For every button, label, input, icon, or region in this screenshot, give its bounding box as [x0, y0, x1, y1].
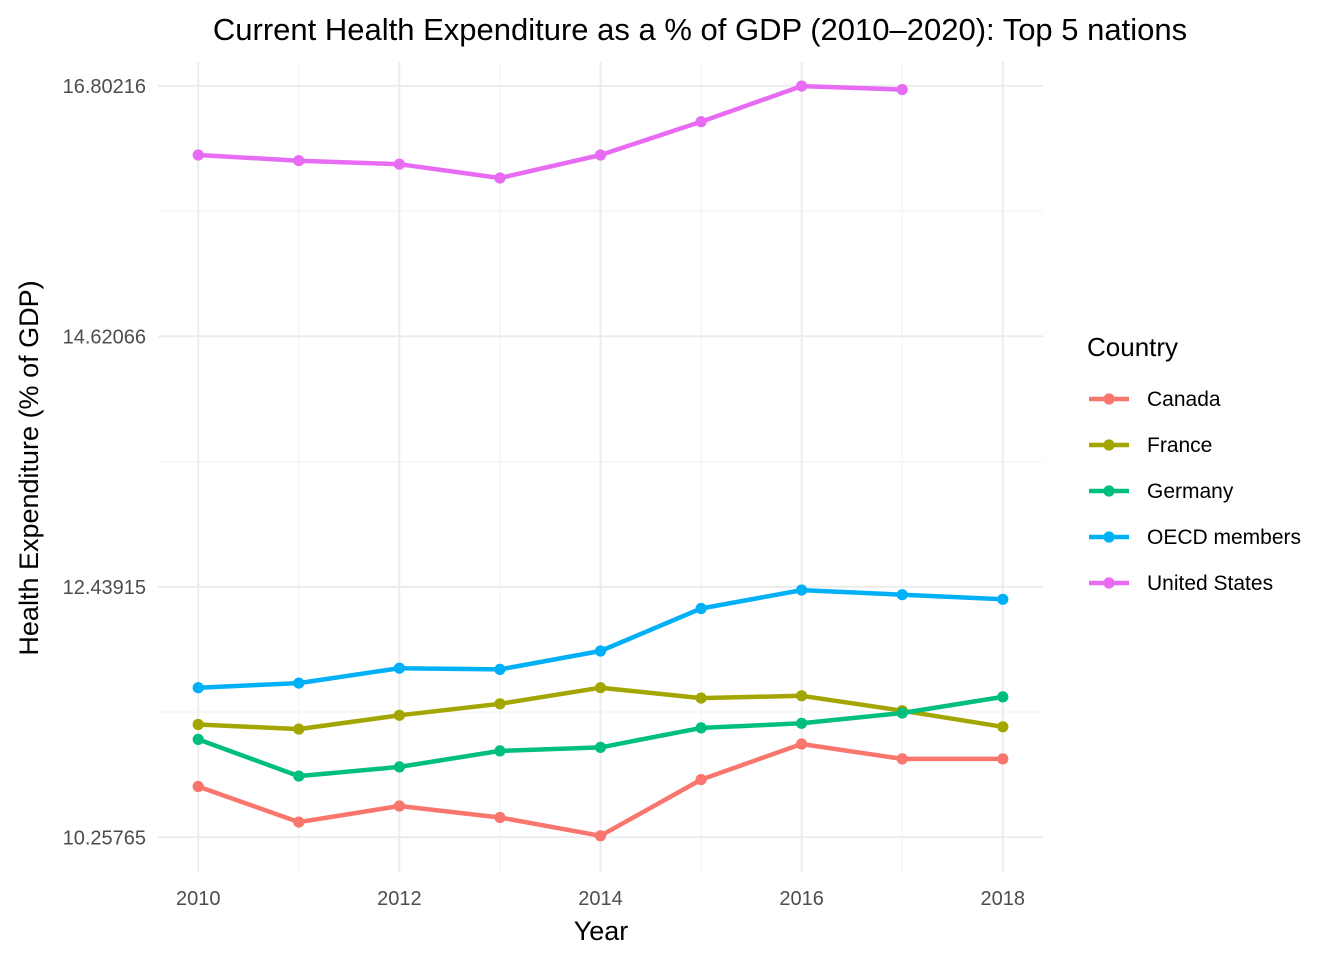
data-point-france [393, 709, 405, 721]
data-point-oecd-members [896, 589, 908, 601]
series-points [192, 80, 1009, 842]
data-point-germany [192, 733, 204, 746]
data-point-oecd-members [494, 663, 506, 676]
data-point-oecd-members [393, 662, 405, 674]
legend-label-canada: Canada [1147, 388, 1221, 411]
y-axis-tick-labels: 10.25765 12.43915 14.62066 16.80216 [63, 76, 146, 849]
data-point-united-states [796, 80, 808, 92]
data-point-united-states [393, 158, 405, 170]
data-point-germany [997, 691, 1009, 703]
data-point-canada [293, 816, 305, 828]
x-tick-label: 2014 [578, 888, 623, 910]
legend-key-point-france [1103, 439, 1115, 451]
data-point-germany [594, 741, 607, 754]
y-tick-label: 16.80216 [63, 76, 146, 98]
data-point-germany [494, 745, 506, 757]
data-point-germany [796, 717, 808, 729]
data-point-canada [896, 753, 908, 765]
legend-key-point-oecd-members [1103, 531, 1115, 543]
data-point-france [796, 690, 808, 702]
data-point-france [997, 721, 1009, 733]
x-tick-label: 2016 [779, 888, 824, 910]
data-point-france [594, 682, 607, 694]
data-point-canada [997, 753, 1009, 765]
chart-title: Current Health Expenditure as a % of GDP… [213, 12, 1187, 47]
data-point-oecd-members [695, 602, 707, 615]
data-point-united-states [192, 149, 204, 161]
data-point-canada [695, 774, 707, 786]
data-point-france [192, 718, 204, 731]
data-point-united-states [293, 155, 305, 167]
data-point-united-states [695, 116, 707, 128]
y-axis-title: Health Expenditure (% of GDP) [14, 280, 44, 655]
data-point-germany [695, 722, 707, 734]
legend-key-point-canada [1103, 393, 1115, 405]
data-point-oecd-members [293, 677, 305, 689]
data-point-germany [896, 707, 908, 719]
data-point-germany [393, 761, 405, 773]
data-point-united-states [494, 172, 506, 184]
legend-label-oecd-members: OECD members [1147, 526, 1301, 549]
legend-label-united-states: United States [1147, 572, 1273, 595]
data-point-united-states [594, 149, 607, 161]
data-point-oecd-members [192, 682, 204, 694]
data-point-france [695, 692, 707, 704]
legend-label-france: France [1147, 434, 1212, 457]
legend-title: Country [1087, 332, 1178, 362]
data-point-oecd-members [796, 584, 808, 596]
data-point-oecd-members [594, 645, 607, 657]
x-axis-tick-labels: 2010 2012 2014 2016 2018 [176, 888, 1025, 910]
data-point-canada [393, 800, 405, 812]
x-tick-label: 2018 [981, 888, 1026, 910]
data-point-france [293, 723, 305, 735]
y-tick-label: 12.43915 [63, 577, 146, 599]
data-point-canada [192, 780, 204, 793]
y-tick-label: 10.25765 [63, 827, 146, 849]
x-tick-label: 2010 [176, 888, 221, 910]
legend-key-point-united-states [1103, 577, 1115, 589]
data-point-united-states [896, 84, 908, 96]
data-point-canada [796, 738, 808, 750]
series-line-united-states [198, 83, 903, 181]
y-tick-label: 14.62066 [63, 326, 146, 348]
x-tick-label: 2012 [377, 888, 422, 910]
data-point-france [494, 698, 506, 710]
data-point-germany [293, 770, 305, 782]
x-axis-title: Year [574, 916, 629, 946]
legend: Country Canada France Germany OECD members U… [1087, 332, 1301, 595]
data-point-canada [494, 811, 506, 824]
data-point-canada [594, 830, 607, 842]
data-point-oecd-members [997, 593, 1009, 605]
legend-key-point-germany [1103, 485, 1115, 497]
legend-label-germany: Germany [1147, 480, 1234, 503]
